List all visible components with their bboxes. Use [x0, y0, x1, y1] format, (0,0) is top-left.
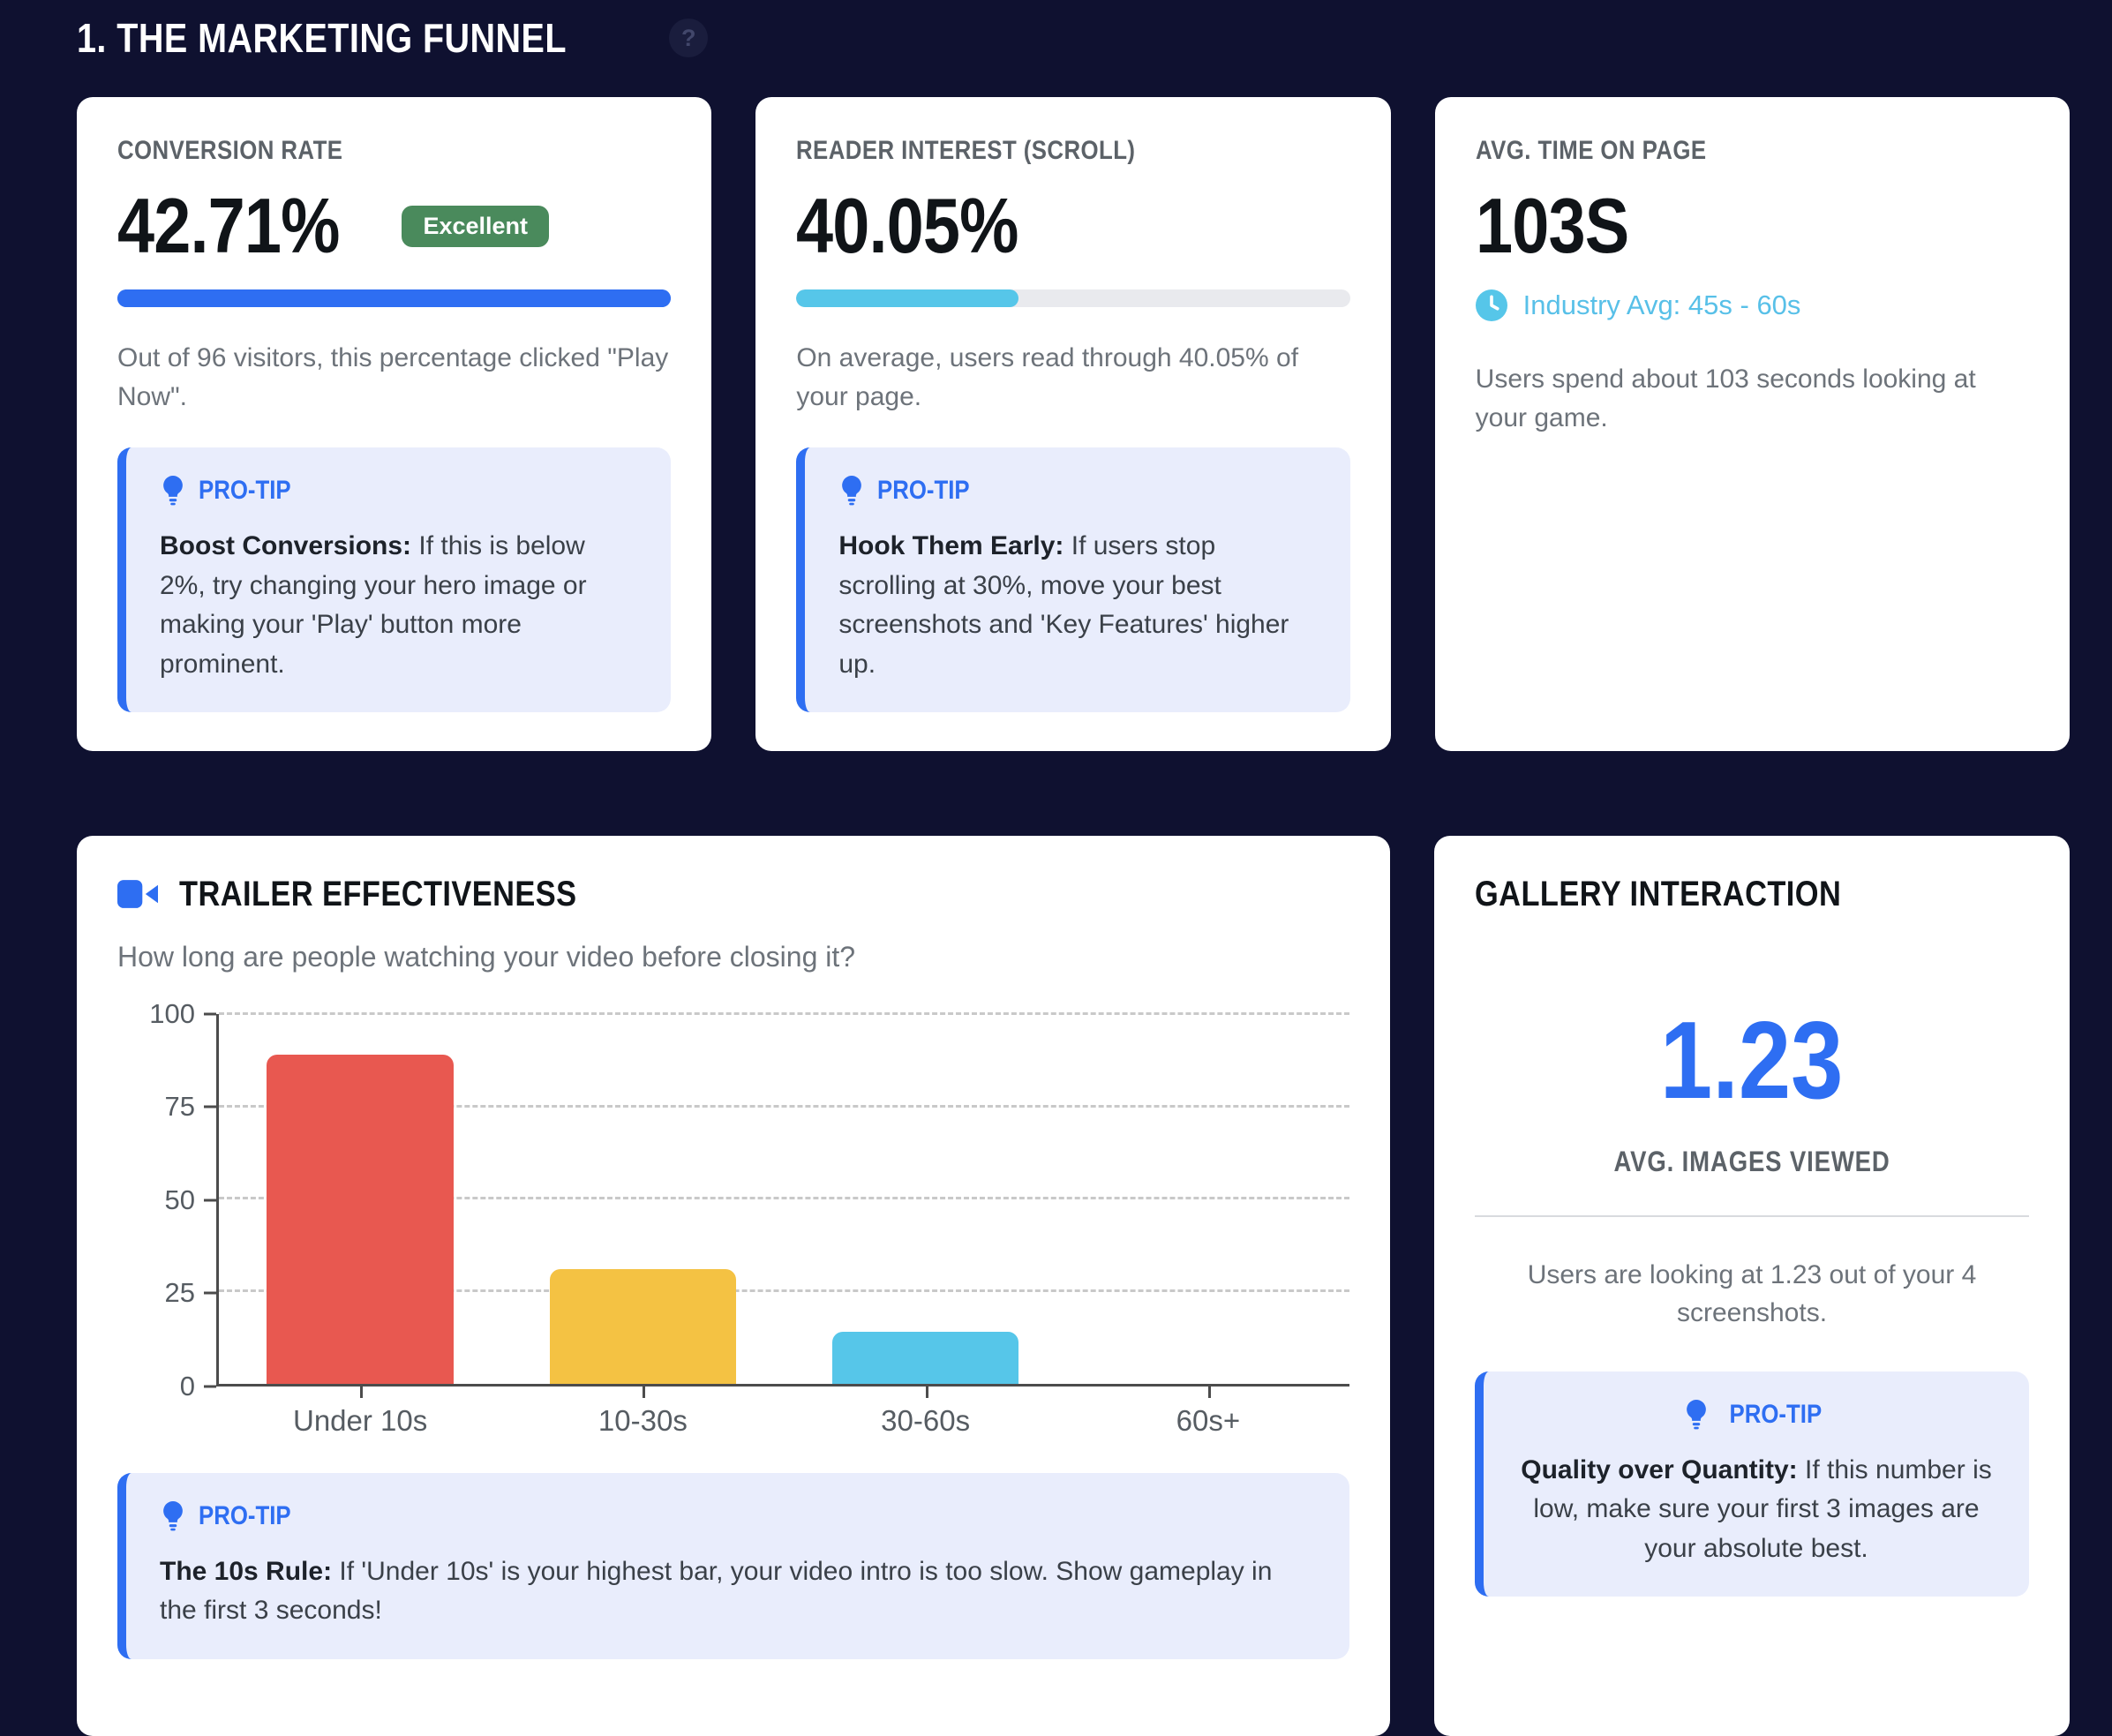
protip-label: PRO-TIP: [1729, 1399, 1823, 1429]
metric-card-row: CONVERSION RATE 42.71% Excellent Out of …: [77, 97, 2070, 751]
gridline: [219, 1289, 1349, 1293]
avg-time-value: 103S: [1475, 182, 1629, 269]
status-badge: Excellent: [402, 205, 550, 247]
metric-label: CONVERSION RATE: [117, 136, 343, 165]
protip-text: Quality over Quantity: If this number is…: [1521, 1454, 1992, 1563]
bars-layer: [219, 1014, 1349, 1384]
protip-box: PRO-TIP Quality over Quantity: If this n…: [1475, 1371, 2029, 1597]
protip-header: PRO-TIP: [838, 476, 1316, 506]
x-axis-label: Under 10s: [219, 1386, 501, 1438]
section-header: 1. THE MARKETING FUNNEL ?: [77, 12, 2070, 64]
lightbulb-icon: [163, 1500, 183, 1531]
bar-under-10s[interactable]: [267, 1055, 454, 1384]
conversion-rate-value: 42.71%: [117, 182, 340, 269]
y-tick-mark: [204, 1385, 216, 1388]
protip-text: Hook Them Early: If users stop scrolling…: [838, 531, 1289, 679]
metric-description: Out of 96 visitors, this percentage clic…: [117, 343, 669, 411]
lightbulb-icon: [842, 476, 862, 506]
y-axis: 0 25 50 75 100: [117, 998, 216, 1402]
protip-text: Boost Conversions: If this is below 2%, …: [160, 531, 587, 679]
lightbulb-icon: [163, 476, 183, 506]
card-title: TRAILER EFFECTIVENESS: [179, 874, 577, 913]
scroll-progress-bar: [796, 289, 1350, 308]
industry-average-text: Industry Avg: 45s - 60s: [1522, 289, 1801, 321]
y-tick-label: 100: [149, 997, 195, 1029]
progress-fill: [117, 289, 672, 308]
bar-slot: [785, 1014, 1067, 1384]
chart-canvas: [216, 1011, 1349, 1387]
y-tick-label: 0: [179, 1370, 195, 1402]
protip-box: PRO-TIP The 10s Rule: If 'Under 10s' is …: [117, 1472, 1349, 1659]
y-tick-mark: [204, 1012, 216, 1016]
metric-description: Users spend about 103 seconds looking at…: [1475, 364, 1976, 432]
y-tick-mark: [204, 1105, 216, 1108]
x-axis-label: 30-60s: [785, 1386, 1067, 1438]
industry-average-row: Industry Avg: 45s - 60s: [1475, 289, 2029, 322]
conversion-progress-bar: [117, 289, 672, 308]
protip-label: PRO-TIP: [199, 476, 291, 506]
conversion-rate-card: CONVERSION RATE 42.71% Excellent Out of …: [77, 97, 712, 751]
video-camera-icon: [117, 880, 158, 909]
help-icon[interactable]: ?: [669, 19, 709, 57]
clock-icon: [1475, 289, 1507, 322]
bar-slot: [1067, 1014, 1349, 1384]
analysis-card-row: TRAILER EFFECTIVENESS How long are peopl…: [77, 835, 2070, 1736]
protip-box: PRO-TIP Hook Them Early: If users stop s…: [796, 447, 1350, 712]
trailer-bar-chart: 0 25 50 75 100 Under 10s 10-30s 30-60s 60s+: [117, 998, 1349, 1438]
gridline: [219, 1197, 1349, 1200]
card-title-row: TRAILER EFFECTIVENESS: [117, 875, 1349, 914]
metric-label: READER INTEREST (SCROLL): [796, 136, 1136, 165]
avg-images-viewed-label: AVG. IMAGES VIEWED: [1613, 1145, 1890, 1177]
y-tick-mark: [204, 1199, 216, 1202]
divider: [1475, 1214, 2029, 1217]
gallery-interaction-card: GALLERY INTERACTION 1.23 AVG. IMAGES VIE…: [1434, 835, 2070, 1736]
protip-label: PRO-TIP: [199, 1500, 291, 1530]
metric-value-row: 40.05%: [796, 182, 1349, 269]
x-axis-label: 60s+: [1067, 1386, 1349, 1438]
chart-subtitle: How long are people watching your video …: [117, 940, 856, 973]
bar-10-30s[interactable]: [549, 1269, 737, 1384]
y-tick-mark: [204, 1291, 216, 1295]
metric-value-row: 103S: [1475, 182, 2029, 269]
y-tick-label: 75: [164, 1091, 195, 1123]
lightbulb-icon: [1687, 1399, 1707, 1430]
trailer-effectiveness-card: TRAILER EFFECTIVENESS How long are peopl…: [77, 835, 1390, 1736]
y-tick-label: 50: [164, 1184, 195, 1215]
reader-interest-value: 40.05%: [796, 182, 1018, 269]
card-title: GALLERY INTERACTION: [1475, 874, 1842, 913]
avg-time-card: AVG. TIME ON PAGE 103S Industry Avg: 45s…: [1434, 97, 2070, 751]
bar-slot: [501, 1014, 784, 1384]
x-axis: Under 10s 10-30s 30-60s 60s+: [219, 1386, 1349, 1438]
protip-header: PRO-TIP: [160, 476, 637, 506]
progress-fill: [796, 289, 1018, 308]
avg-images-viewed-value: 1.23: [1660, 999, 1844, 1122]
metric-description: On average, users read through 40.05% of…: [796, 343, 1299, 411]
metric-description: Users are looking at 1.23 out of your 4 …: [1527, 1259, 1977, 1328]
protip-label: PRO-TIP: [877, 476, 970, 506]
protip-header: PRO-TIP: [160, 1500, 1316, 1531]
y-tick-label: 25: [164, 1277, 195, 1309]
protip-header: PRO-TIP: [1517, 1399, 1996, 1430]
metric-value-row: 42.71% Excellent: [117, 182, 671, 269]
gridline: [219, 1011, 1349, 1015]
x-axis-label: 10-30s: [501, 1386, 784, 1438]
reader-interest-card: READER INTEREST (SCROLL) 40.05% On avera…: [755, 97, 1391, 751]
metric-label: AVG. TIME ON PAGE: [1475, 136, 1707, 165]
gridline: [219, 1104, 1349, 1108]
page-title: 1. THE MARKETING FUNNEL: [77, 15, 567, 61]
bar-slot: [219, 1014, 501, 1384]
protip-text: The 10s Rule: If 'Under 10s' is your hig…: [160, 1556, 1273, 1626]
bar-30-60s[interactable]: [831, 1332, 1019, 1384]
protip-box: PRO-TIP Boost Conversions: If this is be…: [117, 447, 672, 712]
chart-plot-area: 0 25 50 75 100: [117, 998, 1349, 1402]
